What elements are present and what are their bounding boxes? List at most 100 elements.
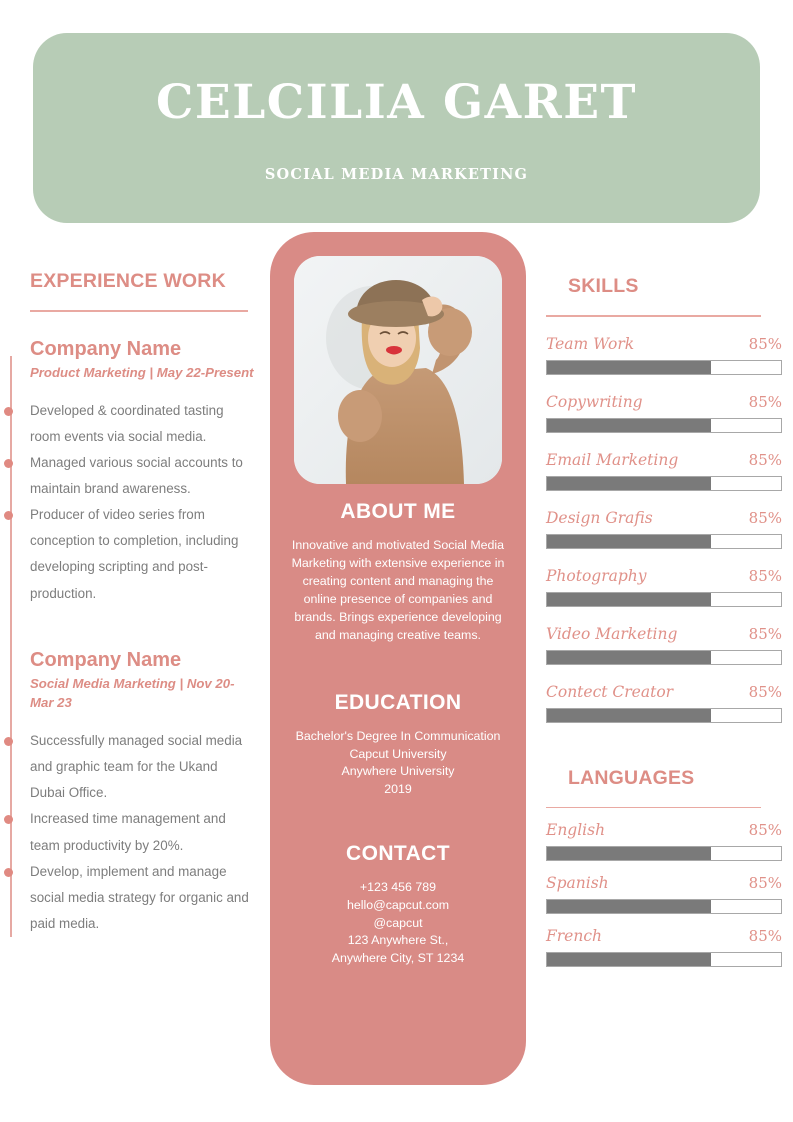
skill-percent: 85%: [748, 508, 782, 527]
language-progress-fill: [547, 900, 711, 913]
skill-item: Contect Creator 85%: [546, 683, 782, 723]
experience-item: Company Name Product Marketing | May 22-…: [4, 337, 258, 607]
skill-header: Team Work 85%: [546, 335, 782, 353]
skill-item: Design Grafis 85%: [546, 509, 782, 549]
contact-handle[interactable]: @capcut: [373, 915, 423, 930]
skill-progress-bar: [546, 475, 782, 491]
skills-languages-section: SKILLS Team Work 85% Copywriting 85%: [546, 275, 782, 967]
timeline-line: [10, 355, 12, 938]
skill-header: Design Grafis 85%: [546, 509, 782, 527]
skill-progress-fill: [547, 360, 711, 374]
skill-item: Photography 85%: [546, 567, 782, 607]
job-company: Company Name: [30, 337, 182, 360]
skill-progress-fill: [547, 708, 711, 722]
skill-percent: 85%: [748, 624, 782, 643]
skill-percent: 85%: [748, 566, 782, 585]
language-progress-bar: [546, 952, 782, 967]
education-line: Anywhere University: [341, 764, 455, 779]
bullet-dot-icon: [4, 737, 13, 747]
experience-title: EXPERIENCE WORK: [30, 270, 226, 292]
skill-progress-bar: [546, 591, 782, 607]
skill-progress-bar: [546, 707, 782, 723]
language-progress-fill: [547, 847, 711, 860]
bullet-dot-icon: [4, 458, 13, 468]
language-item: English 85%: [546, 821, 782, 861]
about-text: Innovative and motivated Social Media Ma…: [291, 538, 505, 642]
languages-section: LANGUAGES English 85% Spanish 85%: [546, 766, 782, 967]
skill-progress-bar: [546, 417, 782, 433]
job-bullet-text: Increased time management and team produ…: [30, 811, 226, 853]
profile-card: ABOUT ME Innovative and motivated Social…: [270, 232, 526, 1085]
skill-item: Copywriting 85%: [546, 393, 782, 433]
skill-progress-bar: [546, 359, 782, 375]
experience-timeline: Company Name Product Marketing | May 22-…: [0, 338, 258, 938]
education-title: EDUCATION: [334, 690, 462, 714]
skill-header: Contect Creator 85%: [546, 683, 782, 701]
experience-item: Company Name Social Media Marketing | No…: [4, 648, 258, 937]
job-bullet: Increased time management and team produ…: [4, 806, 252, 858]
skill-item: Video Marketing 85%: [546, 625, 782, 665]
contact-lines: +123 456 789 hello@capcut.com @capcut 12…: [286, 879, 510, 967]
skill-name: Design Grafis: [546, 508, 653, 527]
skill-progress-bar: [546, 533, 782, 549]
bullet-dot-icon: [4, 867, 13, 877]
skill-name: Email Marketing: [546, 450, 679, 469]
job-bullet-text: Producer of video series from conception…: [30, 507, 239, 601]
page-title: CELCILIA GARET: [156, 75, 637, 130]
job-company: Company Name: [30, 648, 182, 671]
skill-header: Email Marketing 85%: [546, 451, 782, 469]
skills-divider: [546, 315, 761, 317]
spacer: [286, 645, 510, 691]
skill-name: Team Work: [546, 334, 635, 353]
job-bullet-text: Managed various social accounts to maint…: [30, 454, 243, 497]
experience-divider: [30, 310, 248, 312]
skill-progress-fill: [547, 592, 711, 606]
portrait-photo-icon: [294, 256, 502, 484]
spacer: [30, 607, 258, 649]
skills-list: Team Work 85% Copywriting 85% Email Ma: [546, 335, 782, 723]
contact-address-line1: 123 Anywhere St.,: [347, 933, 449, 948]
education-line: 2019: [384, 781, 412, 796]
bullet-dot-icon: [4, 511, 13, 521]
job-bullet-text: Developed & coordinated tasting room eve…: [30, 402, 224, 444]
skill-percent: 85%: [748, 392, 782, 411]
job-bullet-text: Successfully managed social media and gr…: [30, 733, 243, 801]
language-item: French 85%: [546, 927, 782, 967]
language-item: Spanish 85%: [546, 874, 782, 914]
skill-header: Video Marketing 85%: [546, 625, 782, 643]
skill-name: Copywriting: [546, 392, 643, 411]
language-header: English 85%: [546, 821, 782, 839]
skill-progress-fill: [547, 534, 711, 548]
language-progress-fill: [547, 953, 711, 966]
contact-phone[interactable]: +123 456 789: [359, 880, 437, 895]
job-role: Social Media Marketing | Nov 20-Mar 23: [30, 675, 235, 710]
skill-name: Video Marketing: [546, 624, 678, 643]
languages-title: LANGUAGES: [568, 766, 695, 789]
skill-progress-bar: [546, 649, 782, 665]
language-percent: 85%: [748, 874, 782, 892]
contact-title: CONTACT: [346, 842, 450, 866]
skill-progress-fill: [547, 418, 711, 432]
header-band: CELCILIA GARET SOCIAL MEDIA MARKETING: [33, 33, 760, 223]
job-bullets: Developed & coordinated tasting room eve…: [4, 398, 258, 607]
skill-item: Team Work 85%: [546, 335, 782, 375]
skill-header: Photography 85%: [546, 567, 782, 585]
language-percent: 85%: [748, 927, 782, 945]
avatar: [294, 256, 502, 484]
job-bullet: Producer of video series from conception…: [4, 502, 252, 607]
job-bullet: Develop, implement and manage social med…: [4, 859, 252, 937]
job-bullets: Successfully managed social media and gr…: [4, 728, 258, 937]
job-bullet: Successfully managed social media and gr…: [4, 728, 252, 806]
job-bullet-text: Develop, implement and manage social med…: [30, 863, 249, 932]
language-header: Spanish 85%: [546, 874, 782, 892]
contact-email[interactable]: hello@capcut.com: [346, 897, 450, 912]
skills-title: SKILLS: [568, 275, 639, 297]
language-name: Spanish: [546, 874, 609, 892]
header-subtitle: SOCIAL MEDIA MARKETING: [264, 166, 529, 183]
language-header: French 85%: [546, 927, 782, 945]
spacer: [286, 798, 510, 842]
job-role: Product Marketing | May 22-Present: [30, 364, 254, 380]
job-bullet: Managed various social accounts to maint…: [4, 450, 252, 502]
languages-divider: [546, 806, 761, 808]
skill-item: Email Marketing 85%: [546, 451, 782, 491]
